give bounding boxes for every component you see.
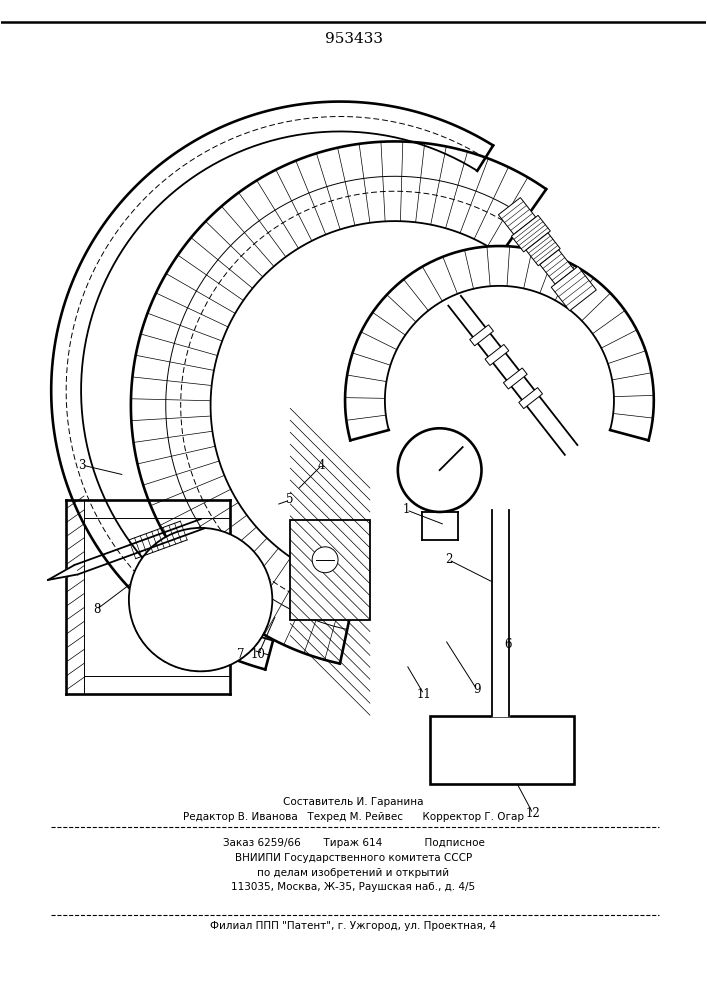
Polygon shape [511, 215, 550, 252]
Polygon shape [503, 368, 527, 389]
Text: 113035, Москва, Ж-35, Раушская наб., д. 4/5: 113035, Москва, Ж-35, Раушская наб., д. … [231, 882, 476, 892]
Text: Составитель И. Гаранина: Составитель И. Гаранина [284, 797, 423, 807]
Polygon shape [519, 388, 542, 409]
Text: 1: 1 [402, 503, 410, 516]
Text: 953433: 953433 [325, 32, 382, 46]
Text: 12: 12 [526, 807, 540, 820]
Text: 7: 7 [237, 648, 245, 661]
Circle shape [312, 547, 338, 573]
Bar [291, 520, 370, 620]
Bar [430, 716, 574, 784]
Polygon shape [485, 344, 509, 365]
Polygon shape [345, 246, 654, 440]
Polygon shape [469, 325, 493, 346]
Polygon shape [131, 141, 547, 664]
Text: 6: 6 [505, 638, 512, 651]
Circle shape [398, 428, 481, 512]
Circle shape [129, 528, 272, 671]
Text: 4: 4 [318, 459, 325, 472]
Text: по делам изобретений и открытий: по делам изобретений и открытий [257, 868, 450, 878]
Text: 2: 2 [445, 553, 452, 566]
Text: 10: 10 [251, 648, 266, 661]
Text: Заказ 6259/66       Тираж 614             Подписное: Заказ 6259/66 Тираж 614 Подписное [223, 838, 484, 848]
Text: 3: 3 [78, 459, 86, 472]
Text: Редактор В. Иванова   Техред М. Рейвес      Корректор Г. Огар: Редактор В. Иванова Техред М. Рейвес Кор… [183, 812, 524, 822]
Polygon shape [551, 266, 596, 311]
Polygon shape [540, 250, 574, 284]
Text: 9: 9 [473, 683, 481, 696]
Polygon shape [448, 296, 578, 455]
Text: 5: 5 [286, 493, 294, 506]
Text: ВНИИПИ Государственного комитета СССР: ВНИИПИ Государственного комитета СССР [235, 853, 472, 863]
Polygon shape [498, 198, 536, 234]
Text: Филиал ППП "Патент", г. Ужгород, ул. Проектная, 4: Филиал ППП "Патент", г. Ужгород, ул. Про… [211, 921, 496, 931]
Text: 11: 11 [416, 688, 431, 701]
Polygon shape [526, 233, 560, 266]
Polygon shape [48, 565, 78, 580]
Text: 8: 8 [93, 603, 100, 616]
